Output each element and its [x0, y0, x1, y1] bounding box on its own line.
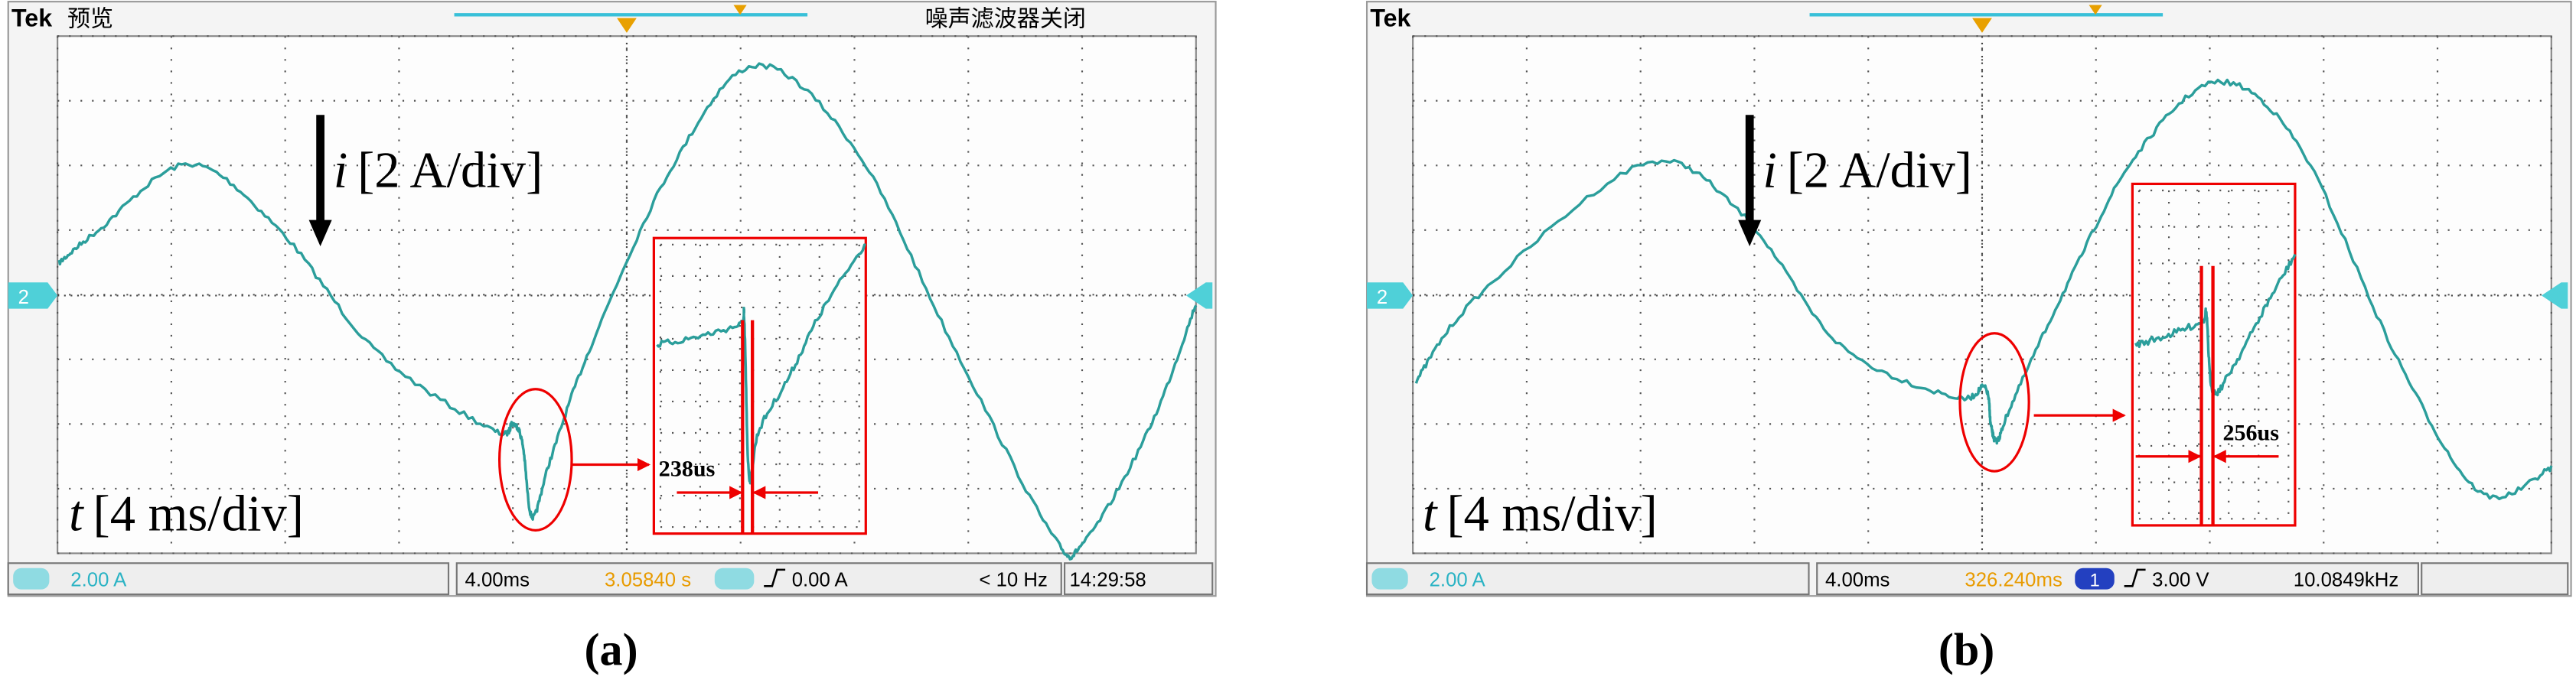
- status-box: [1365, 562, 1810, 596]
- current-arrow-head: [1738, 220, 1762, 246]
- trigger-level: 0.00 A: [792, 569, 849, 590]
- trigger-marker: [1972, 18, 1992, 33]
- channel-icon: [13, 568, 50, 590]
- trigger-marker: [2089, 5, 2102, 15]
- channel-scale: 2.00 A: [1430, 569, 1486, 590]
- current-waveform: [1414, 78, 2553, 501]
- channel-marker-bg: [1367, 282, 1414, 309]
- time-scale: [4 ms/div]: [1446, 486, 1657, 542]
- current-scale: [2 A/div]: [357, 143, 543, 199]
- trigger-marker: [617, 18, 637, 33]
- screen: [1412, 35, 2552, 555]
- delay-label: 238us: [659, 456, 715, 482]
- caption: (a): [585, 624, 638, 675]
- highlight-ellipse: [497, 388, 573, 532]
- clock: 14:29:58: [1069, 569, 1146, 590]
- trigger-slope: [2124, 568, 2146, 587]
- status-box: [1816, 562, 2419, 596]
- status-box: [455, 562, 1062, 596]
- current-arrow-head: [308, 220, 332, 246]
- delay-label: 256us: [2222, 419, 2278, 445]
- channel-marker: 2: [18, 287, 29, 308]
- trigger-slope: [764, 568, 786, 587]
- current-waveform: [57, 62, 1198, 561]
- trigger-icon: [714, 568, 755, 590]
- mode: 预览: [67, 5, 113, 32]
- trigger-source: 1: [2090, 571, 2100, 590]
- status-box: [2421, 562, 2569, 596]
- trigger-position: 3.05840 s: [605, 569, 691, 590]
- trigger-icon: [2075, 568, 2115, 590]
- current-label: i [2 A/div]: [1762, 143, 1971, 199]
- time-label: t [4 ms/div]: [1423, 486, 1658, 542]
- brand: Tek: [11, 4, 52, 31]
- current-symbol: i: [334, 143, 348, 199]
- channel-marker-bg: [8, 282, 58, 309]
- caption: (b): [1939, 624, 1994, 675]
- current-scale: [2 A/div]: [1787, 143, 1972, 199]
- trigger-position: 326.240ms: [1965, 569, 2062, 590]
- zoom-inset: [652, 236, 867, 535]
- trigger-level: 3.00 V: [2152, 569, 2209, 590]
- channel-marker: 2: [1377, 287, 1387, 308]
- time-label: t [4 ms/div]: [69, 486, 304, 542]
- time-symbol: t: [1423, 486, 1438, 542]
- current-label: i [2 A/div]: [334, 143, 543, 199]
- brand: Tek: [1370, 4, 1410, 31]
- current-symbol: i: [1762, 143, 1777, 199]
- time-symbol: t: [69, 486, 84, 542]
- trigger-marker: [733, 5, 747, 15]
- status-box: [7, 562, 450, 596]
- timebase: 4.00ms: [465, 569, 530, 590]
- channel-marker-bg: [1185, 282, 1213, 309]
- filter-status: 噪声滤波器关闭: [925, 5, 1086, 32]
- time-scale: [4 ms/div]: [93, 486, 304, 542]
- channel-icon: [1371, 568, 1408, 590]
- channel-scale: 2.00 A: [70, 569, 127, 590]
- status-box: [1063, 562, 1214, 596]
- screen: [57, 35, 1197, 555]
- highlight-ellipse: [1958, 332, 2030, 473]
- oscilloscope-panel: Tek 2 256us i [2 A/div] t [4 ms/div] 2.00 A 4.00…: [1365, 1, 2572, 675]
- frequency: 10.0849kHz: [2294, 569, 2398, 590]
- timebase: 4.00ms: [1825, 569, 1890, 590]
- inset-waveform: [656, 243, 866, 485]
- channel-marker-bg: [2541, 282, 2568, 309]
- frequency: < 10 Hz: [979, 569, 1047, 590]
- oscilloscope-panel: Tek 预览 噪声滤波器关闭 2 238us i [2 A/div] t [4 ms/div] 2…: [7, 1, 1217, 675]
- inset-waveform: [2134, 253, 2297, 397]
